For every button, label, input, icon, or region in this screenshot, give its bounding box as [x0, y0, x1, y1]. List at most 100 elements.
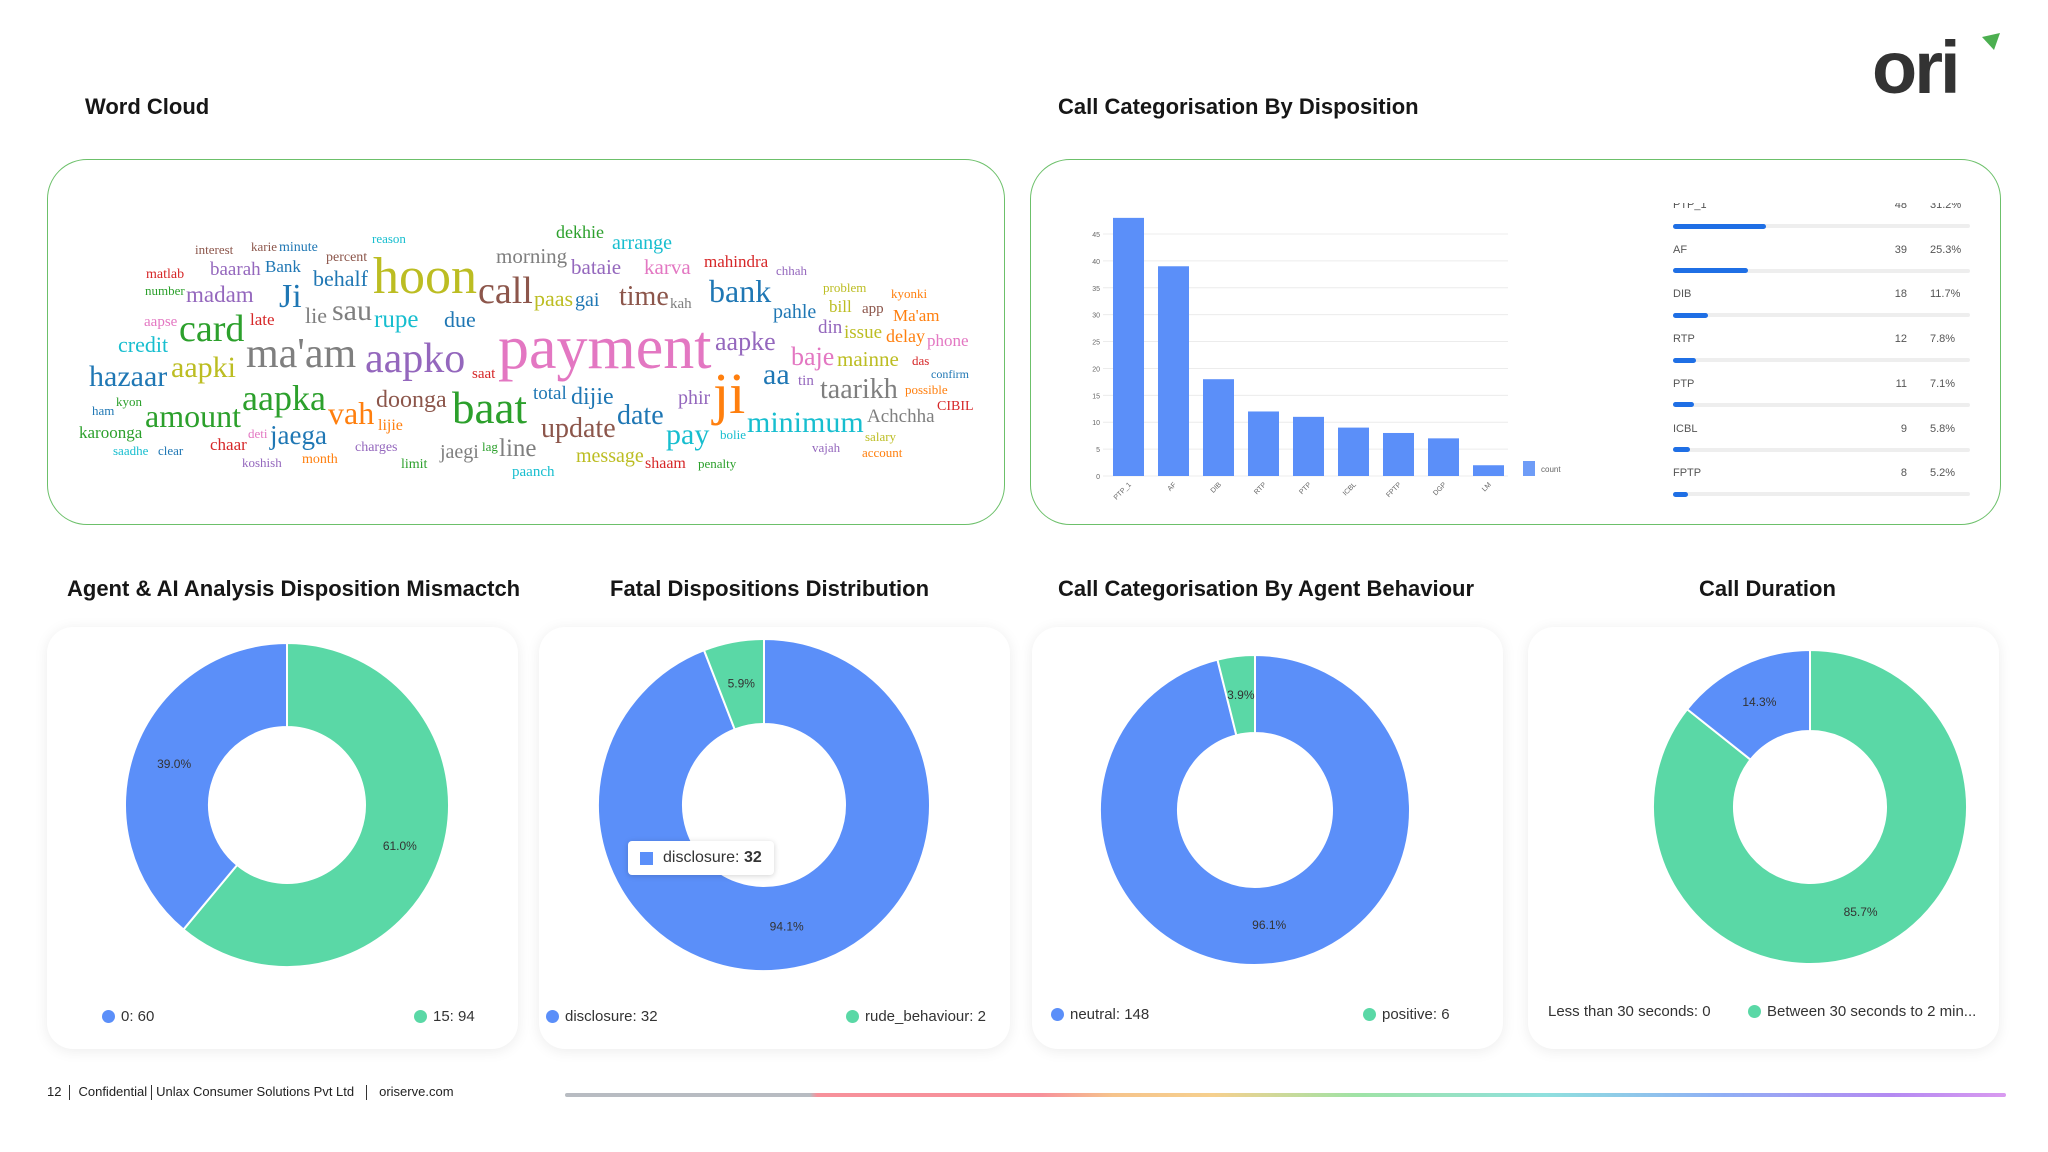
y-tick-label: 5: [1096, 447, 1100, 454]
y-tick-label: 35: [1092, 286, 1100, 293]
bar[interactable]: [1293, 416, 1324, 476]
row-percent: 5.2%: [1930, 467, 1956, 480]
row-count: 12: [1894, 333, 1907, 346]
donut-slice[interactable]: [702, 637, 765, 731]
legend-item[interactable]: 0: 60: [102, 1008, 154, 1025]
disposition-row[interactable]: AF 39 25.3%: [1660, 244, 1990, 284]
word-cloud-word: gai: [575, 289, 600, 312]
row-count: 39: [1894, 243, 1907, 256]
word-cloud-word: matlab: [146, 266, 185, 282]
bar[interactable]: [1473, 465, 1504, 476]
disposition-row[interactable]: PTP 11 7.1%: [1660, 378, 1990, 418]
word-cloud-word: shaam: [645, 454, 686, 472]
disposition-row[interactable]: RTP 12 7.8%: [1660, 333, 1990, 373]
row-label: PTP_1: [1673, 203, 1707, 211]
y-tick-label: 45: [1092, 232, 1100, 239]
slice-label: 96.1%: [1252, 918, 1286, 932]
donut-slice[interactable]: [124, 641, 288, 931]
bar[interactable]: [1248, 411, 1279, 476]
row-progress-fill: [1673, 223, 1766, 229]
word-cloud-word: Achchha: [867, 406, 935, 428]
footer-site-link[interactable]: oriserve.com: [379, 1084, 454, 1099]
legend-label[interactable]: count: [1541, 465, 1561, 474]
legend-item[interactable]: disclosure: 32: [546, 1008, 658, 1025]
slice-label: 5.9%: [728, 677, 756, 691]
word-cloud-word: bolie: [720, 427, 746, 443]
word-cloud-word: jaega: [270, 419, 327, 450]
legend-dot: [414, 1010, 427, 1023]
word-cloud-word: lie: [305, 303, 327, 329]
disposition-row[interactable]: PTP_1 48 31.2%: [1660, 203, 1990, 239]
word-cloud-word: update: [541, 413, 616, 445]
row-progress-fill: [1673, 312, 1708, 318]
word-cloud-word: koshish: [242, 455, 282, 471]
y-tick-label: 15: [1092, 393, 1100, 400]
legend-label: disclosure: 32: [565, 1008, 658, 1025]
row-progress-track: [1673, 491, 1970, 497]
donut-slice[interactable]: [1098, 653, 1411, 966]
word-cloud-word: line: [499, 434, 537, 462]
word-cloud-word: payment: [498, 313, 712, 382]
donut-slice[interactable]: [1685, 648, 1811, 762]
word-cloud-word: Bank: [265, 256, 301, 276]
row-progress-track: [1673, 312, 1970, 318]
disposition-row[interactable]: ICBL 9 5.8%: [1660, 423, 1990, 463]
legend-label: 15: 94: [433, 1008, 475, 1025]
disposition-row[interactable]: FPTP 8 5.2%: [1660, 467, 1990, 503]
word-cloud-word: aapke: [715, 326, 776, 356]
bar[interactable]: [1203, 379, 1234, 476]
word-cloud-word: salary: [865, 429, 897, 445]
footer: 12 Confidential Unlax Consumer Solutions P…: [47, 1084, 454, 1101]
word-cloud-word: baarah: [210, 259, 261, 281]
chart-tooltip: disclosure: 32: [628, 841, 774, 875]
word-cloud-word: aa: [763, 358, 790, 392]
legend-item[interactable]: positive: 6: [1363, 1006, 1450, 1023]
legend-dot: [1363, 1008, 1376, 1021]
bar[interactable]: [1113, 217, 1144, 476]
donut-slice[interactable]: [1651, 648, 1968, 965]
row-progress-track: [1673, 447, 1970, 452]
legend-item[interactable]: neutral: 148: [1051, 1006, 1149, 1023]
row-progress-fill: [1673, 447, 1691, 452]
row-count: 18: [1894, 288, 1907, 301]
word-cloud-word: lijie: [378, 416, 403, 434]
word-cloud-word: karoonga: [79, 422, 143, 442]
disposition-list[interactable]: PTP_1 48 31.2% AF 39 25.3% DIB 18 11.7% RTP 12 7.8%…: [1660, 203, 1990, 503]
tooltip-label: disclosure:: [663, 849, 740, 866]
bar[interactable]: [1428, 438, 1459, 476]
word-cloud-word: mahindra: [704, 251, 769, 271]
word-cloud-word: taarikh: [820, 374, 898, 406]
row-label: FPTP: [1673, 467, 1702, 480]
row-progress-fill: [1673, 357, 1697, 363]
word-cloud-word: message: [576, 445, 644, 468]
word-cloud-word: saadhe: [113, 443, 149, 459]
row-progress-fill: [1673, 402, 1695, 408]
word-cloud-word: amount: [145, 397, 241, 434]
row-label: DIB: [1673, 288, 1692, 301]
word-cloud-word: CIBIL: [937, 398, 974, 414]
word-cloud-word: aapse: [144, 313, 178, 330]
bar[interactable]: [1383, 432, 1414, 476]
bar[interactable]: [1338, 427, 1369, 476]
word-cloud-word: rupe: [374, 305, 419, 333]
donut-slice[interactable]: [1216, 653, 1256, 737]
donut-slice[interactable]: [597, 637, 931, 972]
bar[interactable]: [1158, 266, 1189, 476]
row-percent: 31.2%: [1930, 203, 1962, 211]
word-cloud-word: late: [250, 309, 275, 329]
row-label: RTP: [1673, 333, 1695, 346]
legend-dot: [546, 1010, 559, 1023]
word-cloud-word: deti: [248, 426, 268, 442]
footer-gradient-bar: [565, 1093, 2006, 1097]
legend-item[interactable]: 15: 94: [414, 1008, 475, 1025]
donut-slice[interactable]: [182, 641, 450, 968]
legend-item[interactable]: rude_behaviour: 2: [846, 1008, 986, 1025]
legend-item[interactable]: Less than 30 seconds: 0: [1548, 1003, 1711, 1020]
legend-item[interactable]: Between 30 seconds to 2 min...: [1748, 1003, 1976, 1020]
word-cloud-word: kyonki: [891, 286, 928, 302]
y-tick-label: 10: [1092, 420, 1100, 427]
disposition-row[interactable]: DIB 18 11.7%: [1660, 288, 1990, 328]
legend-dot: [102, 1010, 115, 1023]
row-percent: 7.8%: [1930, 333, 1956, 346]
word-cloud-word: tin: [798, 372, 814, 389]
